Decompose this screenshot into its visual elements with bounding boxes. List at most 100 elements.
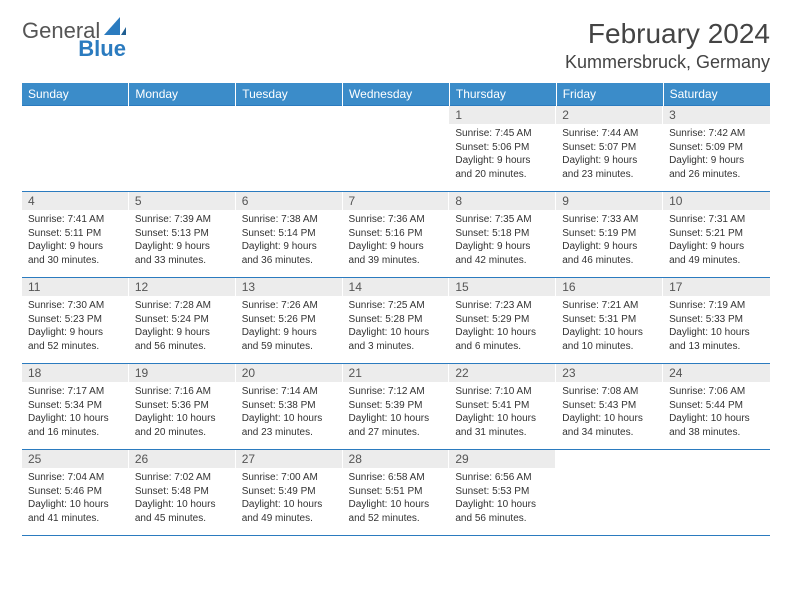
sunrise-text: Sunrise: 7:10 AM — [455, 385, 550, 399]
calendar-day-cell: 20Sunrise: 7:14 AMSunset: 5:38 PMDayligh… — [236, 364, 343, 450]
day-content: Sunrise: 7:12 AMSunset: 5:39 PMDaylight:… — [343, 382, 450, 442]
sunset-text: Sunset: 5:34 PM — [28, 399, 123, 413]
day-content: Sunrise: 7:28 AMSunset: 5:24 PMDaylight:… — [129, 296, 236, 356]
sunrise-text: Sunrise: 7:33 AM — [562, 213, 657, 227]
daylight-line2: and 16 minutes. — [28, 426, 123, 440]
daylight-line2: and 56 minutes. — [455, 512, 550, 526]
sunset-text: Sunset: 5:43 PM — [562, 399, 657, 413]
day-number — [343, 106, 450, 124]
day-content: Sunrise: 6:58 AMSunset: 5:51 PMDaylight:… — [343, 468, 450, 528]
day-content: Sunrise: 7:25 AMSunset: 5:28 PMDaylight:… — [343, 296, 450, 356]
weekday-header: Thursday — [449, 83, 556, 106]
sunrise-text: Sunrise: 7:45 AM — [455, 127, 550, 141]
day-content: Sunrise: 7:14 AMSunset: 5:38 PMDaylight:… — [236, 382, 343, 442]
calendar-day-cell: 27Sunrise: 7:00 AMSunset: 5:49 PMDayligh… — [236, 450, 343, 536]
sunrise-text: Sunrise: 7:41 AM — [28, 213, 123, 227]
calendar-day-cell: 24Sunrise: 7:06 AMSunset: 5:44 PMDayligh… — [663, 364, 770, 450]
daylight-line1: Daylight: 9 hours — [28, 326, 123, 340]
daylight-line2: and 20 minutes. — [455, 168, 550, 182]
daylight-line2: and 41 minutes. — [28, 512, 123, 526]
day-number: 2 — [556, 106, 663, 124]
weekday-header: Saturday — [663, 83, 770, 106]
sunrise-text: Sunrise: 7:31 AM — [669, 213, 764, 227]
day-content: Sunrise: 7:35 AMSunset: 5:18 PMDaylight:… — [449, 210, 556, 270]
calendar-day-cell: 10Sunrise: 7:31 AMSunset: 5:21 PMDayligh… — [663, 192, 770, 278]
sunset-text: Sunset: 5:13 PM — [135, 227, 230, 241]
daylight-line1: Daylight: 9 hours — [349, 240, 444, 254]
calendar-week-row: 18Sunrise: 7:17 AMSunset: 5:34 PMDayligh… — [22, 364, 770, 450]
daylight-line1: Daylight: 9 hours — [669, 154, 764, 168]
day-number — [236, 106, 343, 124]
weekday-header: Sunday — [22, 83, 129, 106]
calendar-day-cell: 4Sunrise: 7:41 AMSunset: 5:11 PMDaylight… — [22, 192, 129, 278]
sunrise-text: Sunrise: 7:21 AM — [562, 299, 657, 313]
sunset-text: Sunset: 5:33 PM — [669, 313, 764, 327]
daylight-line1: Daylight: 10 hours — [455, 326, 550, 340]
daylight-line2: and 42 minutes. — [455, 254, 550, 268]
day-content: Sunrise: 7:26 AMSunset: 5:26 PMDaylight:… — [236, 296, 343, 356]
sunset-text: Sunset: 5:18 PM — [455, 227, 550, 241]
daylight-line1: Daylight: 9 hours — [242, 240, 337, 254]
title-block: February 2024 Kummersbruck, Germany — [565, 18, 770, 73]
sunrise-text: Sunrise: 7:25 AM — [349, 299, 444, 313]
location: Kummersbruck, Germany — [565, 52, 770, 73]
daylight-line2: and 36 minutes. — [242, 254, 337, 268]
daylight-line1: Daylight: 9 hours — [669, 240, 764, 254]
sunset-text: Sunset: 5:31 PM — [562, 313, 657, 327]
calendar-day-cell: 25Sunrise: 7:04 AMSunset: 5:46 PMDayligh… — [22, 450, 129, 536]
sunset-text: Sunset: 5:51 PM — [349, 485, 444, 499]
daylight-line1: Daylight: 9 hours — [135, 240, 230, 254]
daylight-line1: Daylight: 10 hours — [455, 412, 550, 426]
day-number: 27 — [236, 450, 343, 468]
daylight-line2: and 23 minutes. — [242, 426, 337, 440]
day-number: 3 — [663, 106, 770, 124]
sunset-text: Sunset: 5:36 PM — [135, 399, 230, 413]
sunrise-text: Sunrise: 7:42 AM — [669, 127, 764, 141]
daylight-line2: and 27 minutes. — [349, 426, 444, 440]
calendar-day-cell — [663, 450, 770, 536]
day-content: Sunrise: 7:44 AMSunset: 5:07 PMDaylight:… — [556, 124, 663, 184]
day-number: 7 — [343, 192, 450, 210]
calendar-week-row: 11Sunrise: 7:30 AMSunset: 5:23 PMDayligh… — [22, 278, 770, 364]
calendar-day-cell: 22Sunrise: 7:10 AMSunset: 5:41 PMDayligh… — [449, 364, 556, 450]
sunset-text: Sunset: 5:26 PM — [242, 313, 337, 327]
daylight-line1: Daylight: 10 hours — [455, 498, 550, 512]
sunrise-text: Sunrise: 7:19 AM — [669, 299, 764, 313]
day-number: 13 — [236, 278, 343, 296]
daylight-line2: and 34 minutes. — [562, 426, 657, 440]
daylight-line2: and 59 minutes. — [242, 340, 337, 354]
daylight-line2: and 52 minutes. — [349, 512, 444, 526]
daylight-line1: Daylight: 10 hours — [562, 326, 657, 340]
daylight-line1: Daylight: 10 hours — [135, 498, 230, 512]
calendar-day-cell — [343, 106, 450, 192]
day-number: 9 — [556, 192, 663, 210]
daylight-line1: Daylight: 9 hours — [455, 240, 550, 254]
daylight-line1: Daylight: 10 hours — [349, 498, 444, 512]
sunrise-text: Sunrise: 7:06 AM — [669, 385, 764, 399]
daylight-line1: Daylight: 10 hours — [135, 412, 230, 426]
calendar-week-row: 25Sunrise: 7:04 AMSunset: 5:46 PMDayligh… — [22, 450, 770, 536]
daylight-line1: Daylight: 10 hours — [669, 412, 764, 426]
sunrise-text: Sunrise: 7:23 AM — [455, 299, 550, 313]
day-content: Sunrise: 7:16 AMSunset: 5:36 PMDaylight:… — [129, 382, 236, 442]
daylight-line2: and 49 minutes. — [242, 512, 337, 526]
weekday-header-row: Sunday Monday Tuesday Wednesday Thursday… — [22, 83, 770, 106]
sunset-text: Sunset: 5:38 PM — [242, 399, 337, 413]
sunset-text: Sunset: 5:16 PM — [349, 227, 444, 241]
calendar-day-cell — [22, 106, 129, 192]
day-number: 29 — [449, 450, 556, 468]
calendar-day-cell: 16Sunrise: 7:21 AMSunset: 5:31 PMDayligh… — [556, 278, 663, 364]
day-content: Sunrise: 7:41 AMSunset: 5:11 PMDaylight:… — [22, 210, 129, 270]
calendar-day-cell: 21Sunrise: 7:12 AMSunset: 5:39 PMDayligh… — [343, 364, 450, 450]
daylight-line1: Daylight: 9 hours — [135, 326, 230, 340]
sunrise-text: Sunrise: 7:04 AM — [28, 471, 123, 485]
daylight-line2: and 13 minutes. — [669, 340, 764, 354]
calendar-day-cell: 11Sunrise: 7:30 AMSunset: 5:23 PMDayligh… — [22, 278, 129, 364]
calendar-day-cell: 2Sunrise: 7:44 AMSunset: 5:07 PMDaylight… — [556, 106, 663, 192]
sunset-text: Sunset: 5:24 PM — [135, 313, 230, 327]
daylight-line2: and 20 minutes. — [135, 426, 230, 440]
sunset-text: Sunset: 5:44 PM — [669, 399, 764, 413]
sunrise-text: Sunrise: 7:36 AM — [349, 213, 444, 227]
day-content: Sunrise: 7:17 AMSunset: 5:34 PMDaylight:… — [22, 382, 129, 442]
day-content: Sunrise: 7:00 AMSunset: 5:49 PMDaylight:… — [236, 468, 343, 528]
